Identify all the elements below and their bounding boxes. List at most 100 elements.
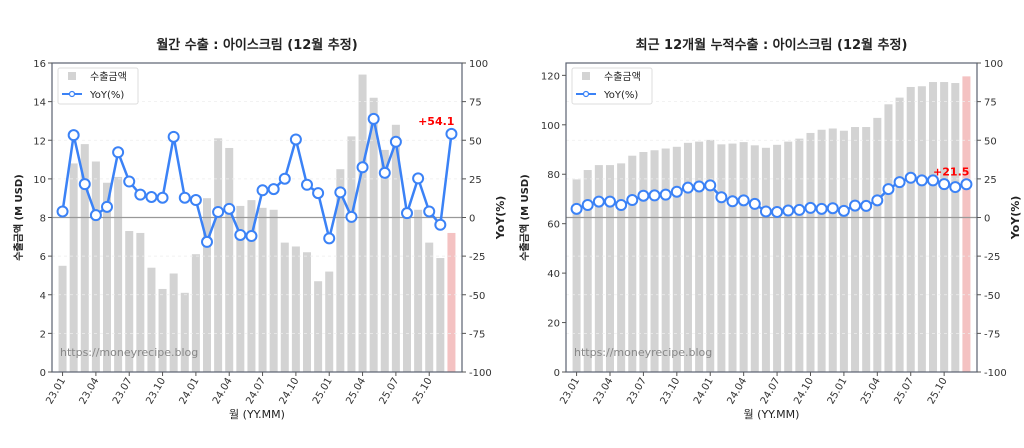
- yoy-point: [704, 179, 717, 192]
- yoy-point: [670, 185, 683, 198]
- yoy-point: [826, 202, 839, 215]
- bar: [583, 170, 592, 372]
- yoy-point: [223, 202, 236, 215]
- bar: [828, 128, 837, 372]
- bar: [906, 86, 915, 373]
- legend-bar-label: 수출금액: [604, 71, 641, 83]
- yoy-point: [748, 197, 761, 210]
- x-axis-label: 월 (YY.MM): [229, 408, 285, 421]
- y-right-tick-label: -75: [469, 329, 485, 340]
- bar: [683, 142, 692, 372]
- legend-line-marker: [582, 90, 590, 98]
- yoy-point: [804, 201, 817, 214]
- y-tick-label: 6: [40, 252, 46, 263]
- bar: [962, 76, 971, 372]
- bar: [247, 200, 256, 372]
- bar: [303, 252, 311, 372]
- bar: [817, 129, 826, 372]
- y-right-tick-label: 0: [469, 214, 475, 225]
- y-tick-label: 16: [33, 59, 46, 70]
- bar: [203, 198, 211, 372]
- yoy-point: [893, 176, 906, 189]
- yoy-point: [289, 133, 302, 146]
- y-right-tick-label: 0: [984, 214, 990, 225]
- yoy-point: [345, 210, 358, 223]
- yoy-point: [423, 205, 436, 218]
- yoy-point: [759, 205, 772, 218]
- bar: [158, 288, 167, 372]
- bar: [314, 281, 323, 372]
- yoy-point: [167, 130, 180, 143]
- yoy-point: [145, 190, 158, 203]
- yoy-point: [412, 172, 425, 185]
- bar: [103, 182, 111, 372]
- x-tick-label: 25.04: [344, 376, 368, 406]
- bar: [169, 273, 178, 372]
- y-right-tick-label: 25: [469, 175, 482, 186]
- bar: [347, 136, 356, 372]
- yoy-point: [134, 188, 147, 201]
- bar: [761, 147, 770, 372]
- y-right-axis-label: YoY(%): [1009, 196, 1022, 241]
- yoy-point: [323, 232, 336, 245]
- y-right-tick-label: -75: [984, 329, 1000, 340]
- y-tick-label: 40: [547, 269, 560, 280]
- legend-bar-label: 수출금액: [90, 71, 127, 83]
- y-right-tick-label: 25: [984, 175, 997, 186]
- bar: [605, 165, 615, 372]
- bar: [940, 82, 949, 373]
- bar: [895, 97, 904, 372]
- bar: [58, 265, 67, 372]
- bar: [873, 117, 882, 372]
- x-tick-label: 23.07: [111, 376, 135, 406]
- yoy-point: [715, 191, 728, 204]
- bar: [928, 82, 938, 373]
- bar: [695, 141, 704, 372]
- y-tick-label: 60: [547, 220, 560, 231]
- yoy-point: [837, 204, 850, 217]
- yoy-point: [123, 175, 136, 188]
- last-value-label: +54.1: [418, 115, 454, 128]
- y-axis-label: 수출금액 (M USD): [12, 174, 25, 260]
- yoy-point: [615, 198, 628, 211]
- bar: [114, 176, 123, 372]
- yoy-point: [267, 183, 280, 196]
- bar: [617, 163, 626, 372]
- yoy-point: [915, 174, 928, 187]
- bar: [236, 205, 245, 372]
- bar: [414, 209, 423, 372]
- yoy-point: [378, 166, 391, 179]
- bar: [225, 147, 234, 372]
- yoy-point: [201, 235, 213, 248]
- y-right-tick-label: -25: [984, 252, 1000, 263]
- y-right-tick-label: 50: [469, 136, 482, 147]
- yoy-point: [815, 202, 828, 215]
- yoy-point: [401, 207, 413, 220]
- y-tick-label: 8: [40, 214, 46, 225]
- bar: [191, 254, 200, 372]
- y-tick-label: 0: [554, 368, 560, 379]
- y-axis-label: 수출금액 (M USD): [518, 174, 531, 260]
- bar: [180, 292, 189, 372]
- chart-1: 월간 수출 : 아이스크림 (12월 추정) +54.1 https://money…: [12, 37, 507, 421]
- yoy-point: [693, 180, 706, 193]
- bar: [594, 165, 603, 372]
- x-tick-label: 24.01: [692, 376, 716, 406]
- bar: [336, 169, 345, 372]
- bar: [717, 144, 726, 372]
- bar: [403, 207, 411, 372]
- bar: [639, 151, 648, 372]
- bar: [739, 142, 748, 372]
- bar: [291, 246, 300, 372]
- y-right-tick-label: 100: [984, 59, 1003, 70]
- yoy-point: [312, 187, 325, 200]
- yoy-point: [871, 194, 884, 207]
- watermark: https://moneyrecipe.blog: [574, 346, 712, 359]
- yoy-point: [960, 178, 973, 191]
- yoy-point: [681, 181, 694, 194]
- x-tick-label: 24.04: [211, 376, 235, 406]
- yoy-point: [67, 129, 80, 142]
- yoy-point: [737, 194, 750, 207]
- bar: [884, 104, 893, 372]
